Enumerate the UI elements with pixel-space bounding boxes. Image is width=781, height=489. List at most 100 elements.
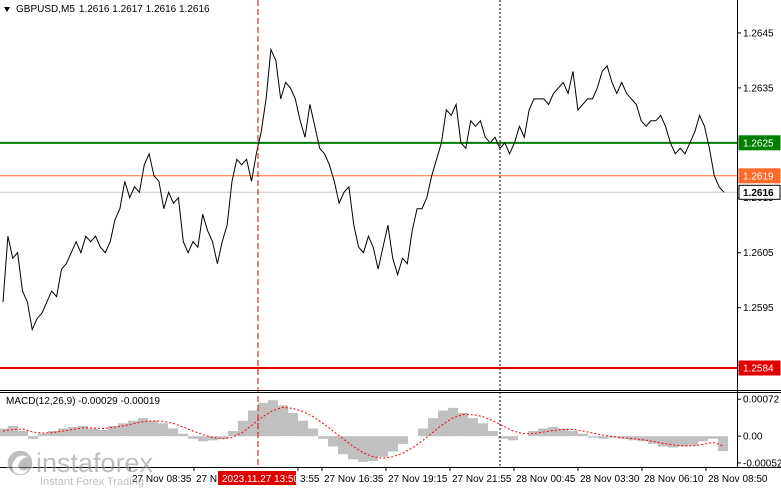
- macd-histogram-bar: [208, 436, 218, 441]
- macd-histogram-bar: [648, 436, 658, 444]
- macd-histogram-bar: [198, 436, 208, 442]
- macd-histogram-bar: [298, 420, 308, 437]
- macd-histogram-bar: [428, 418, 438, 437]
- price-axis-tick-label: 1.2645: [743, 28, 774, 39]
- macd-histogram-bar: [178, 433, 188, 437]
- macd-histogram-bar: [218, 436, 228, 439]
- macd-histogram-bar: [478, 423, 488, 437]
- level-label-box-1-2616: [738, 184, 781, 200]
- level-label-1-2616: 1.2616: [743, 188, 774, 199]
- level-label-box-1-2584: [738, 360, 781, 376]
- macd-histogram-bar: [668, 436, 678, 448]
- macd-histogram-bar: [228, 431, 238, 437]
- macd-histogram-bar: [238, 420, 248, 437]
- level-label-box-1-2619: [738, 168, 781, 184]
- macd-axis-tick-label: -0.00052: [743, 458, 781, 469]
- time-axis-tick-label: 28 Nov 00:45: [516, 474, 576, 485]
- level-label-1-2619: 1.2619: [743, 171, 774, 182]
- macd-histogram-bar: [598, 436, 608, 439]
- macd-histogram-bar: [378, 436, 388, 457]
- macd-histogram-bar: [718, 436, 728, 452]
- time-highlight-label: 2023.11.27 13:50: [222, 474, 300, 485]
- level-label-1-2625: 1.2625: [743, 138, 774, 149]
- time-axis-tick-label: 28 Nov 08:50: [708, 474, 768, 485]
- macd-histogram-bar: [558, 428, 568, 437]
- macd-histogram-bar: [248, 410, 258, 437]
- time-axis-tick-label: 27 N: [196, 474, 217, 485]
- macd-histogram-bar: [358, 436, 368, 462]
- price-line-series: [2, 47, 725, 332]
- price-axis-tick-label: 1.2595: [743, 303, 774, 314]
- macd-axis-tick-label: 0.00072: [743, 395, 780, 406]
- chart-menu-icon[interactable]: [4, 6, 10, 12]
- macd-axis-tick-label: 0.00: [743, 432, 763, 443]
- macd-histogram-bar: [68, 426, 78, 437]
- watermark-brand-text: instaforex: [36, 448, 154, 478]
- level-label-box-1-2625: [738, 135, 781, 151]
- macd-histogram-bar: [548, 426, 558, 437]
- time-axis-tick-label: 27 Nov 19:15: [388, 474, 448, 485]
- macd-histogram-bar: [8, 425, 18, 437]
- macd-histogram-bar: [608, 436, 618, 438]
- price-axis-tick-label: 1.2635: [743, 83, 774, 94]
- macd-histogram-bar: [48, 431, 58, 437]
- chart-header: GBPUSD,M5 1.2616 1.2617 1.2616 1.2616: [4, 3, 210, 15]
- macd-histogram-bar: [628, 436, 638, 441]
- macd-histogram-bar: [188, 436, 198, 439]
- macd-histogram-bar: [368, 436, 378, 461]
- macd-histogram-bar: [398, 436, 408, 444]
- macd-histogram-bar: [118, 423, 128, 437]
- macd-histogram-bar: [348, 436, 358, 460]
- macd-signal-line: [2, 406, 724, 459]
- macd-histogram-bar: [418, 428, 428, 437]
- level-label-1-2584: 1.2584: [743, 364, 774, 375]
- macd-histogram-bar: [488, 431, 498, 437]
- macd-histogram-bar: [438, 410, 448, 437]
- macd-histogram-bar: [458, 413, 468, 437]
- macd-histogram-bar: [288, 413, 298, 437]
- macd-histogram-bar: [508, 436, 518, 441]
- time-highlight-box: [218, 471, 296, 485]
- macd-histogram-bar: [658, 436, 668, 447]
- ohlc-values: 1.2616 1.2617 1.2616 1.2616: [78, 3, 210, 15]
- macd-indicator-label: MACD(12,26,9) -0.00029 -0.00019: [6, 396, 160, 407]
- macd-histogram-bar: [588, 436, 598, 438]
- macd-histogram-bar: [28, 436, 38, 439]
- macd-histogram-bar: [0, 428, 8, 437]
- macd-histogram-bar: [88, 428, 98, 437]
- macd-histogram-bar: [18, 431, 28, 437]
- macd-histogram-bar: [468, 418, 478, 437]
- macd-histogram-bar: [268, 400, 278, 437]
- time-axis-tick-label: 27 Nov 08:35: [132, 474, 192, 485]
- macd-histogram-bar: [388, 436, 398, 452]
- macd-histogram-bar: [278, 405, 288, 437]
- macd-histogram-bar: [338, 436, 348, 455]
- macd-histogram-bar: [708, 436, 718, 439]
- macd-histogram-bar: [38, 433, 48, 437]
- price-axis-tick-label: 1.2605: [743, 248, 774, 259]
- macd-histogram-bar: [498, 436, 508, 439]
- macd-histogram-bar: [108, 425, 118, 437]
- macd-histogram-bar: [58, 428, 68, 437]
- macd-histogram-bar: [98, 430, 108, 437]
- macd-histogram-bar: [528, 431, 538, 437]
- time-axis-tick-label: 28 Nov 03:30: [580, 474, 640, 485]
- time-axis-tick-label: 27 Nov 16:35: [324, 474, 384, 485]
- macd-histogram-bar: [688, 436, 698, 446]
- macd-histogram-bar: [128, 420, 138, 437]
- macd-histogram-bar: [148, 420, 158, 437]
- macd-histogram-bar: [78, 425, 88, 437]
- macd-histogram-bar: [168, 428, 178, 437]
- watermark-tagline-text: Instant Forex Trading: [40, 476, 144, 488]
- time-axis-tick-label: 27 Nov 21:55: [452, 474, 512, 485]
- symbol-timeframe: GBPUSD,M5: [16, 3, 75, 15]
- macd-histogram-bar: [698, 436, 708, 442]
- macd-histogram-bar: [158, 423, 168, 437]
- macd-histogram-bar: [638, 436, 648, 442]
- macd-histogram-bar: [308, 428, 318, 437]
- macd-histogram-bar: [678, 436, 688, 447]
- instaforex-logo-swirl-icon: [12, 455, 29, 475]
